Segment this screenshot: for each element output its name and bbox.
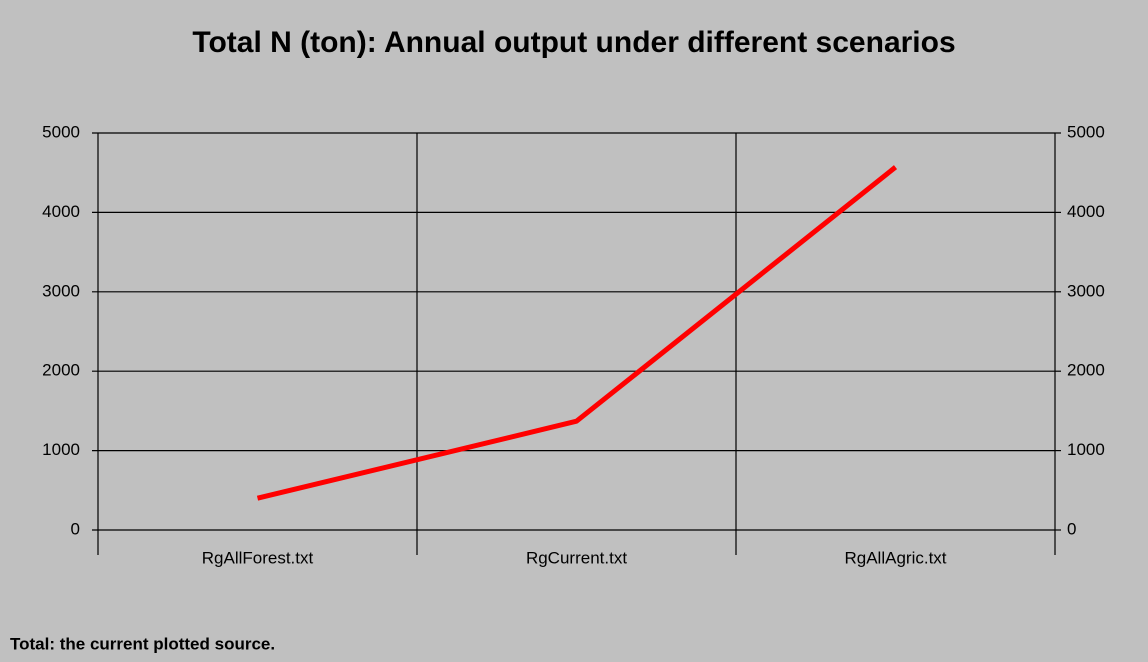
y2-tick-label: 0	[1067, 519, 1076, 538]
y2-tick-label: 2000	[1067, 361, 1105, 380]
y-tick-label: 3000	[42, 281, 80, 300]
y2-tick-label: 3000	[1067, 281, 1105, 300]
series-line	[256, 165, 898, 501]
chart-title: Total N (ton): Annual output under diffe…	[192, 26, 955, 59]
y-tick-label: 1000	[42, 440, 80, 459]
y2-tick-label: 5000	[1067, 122, 1105, 141]
y2-tick-label: 1000	[1067, 440, 1105, 459]
x-tick-label: RgAllAgric.txt	[844, 548, 946, 567]
y-tick-label: 2000	[42, 361, 80, 380]
x-tick-label: RgCurrent.txt	[526, 548, 627, 567]
footnote: Total: the current plotted source.	[10, 634, 275, 653]
x-tick-label: RgAllForest.txt	[202, 548, 314, 567]
y-tick-label: 0	[71, 519, 80, 538]
y-tick-label: 5000	[42, 122, 80, 141]
y-tick-label: 4000	[42, 202, 80, 221]
y2-tick-label: 4000	[1067, 202, 1105, 221]
